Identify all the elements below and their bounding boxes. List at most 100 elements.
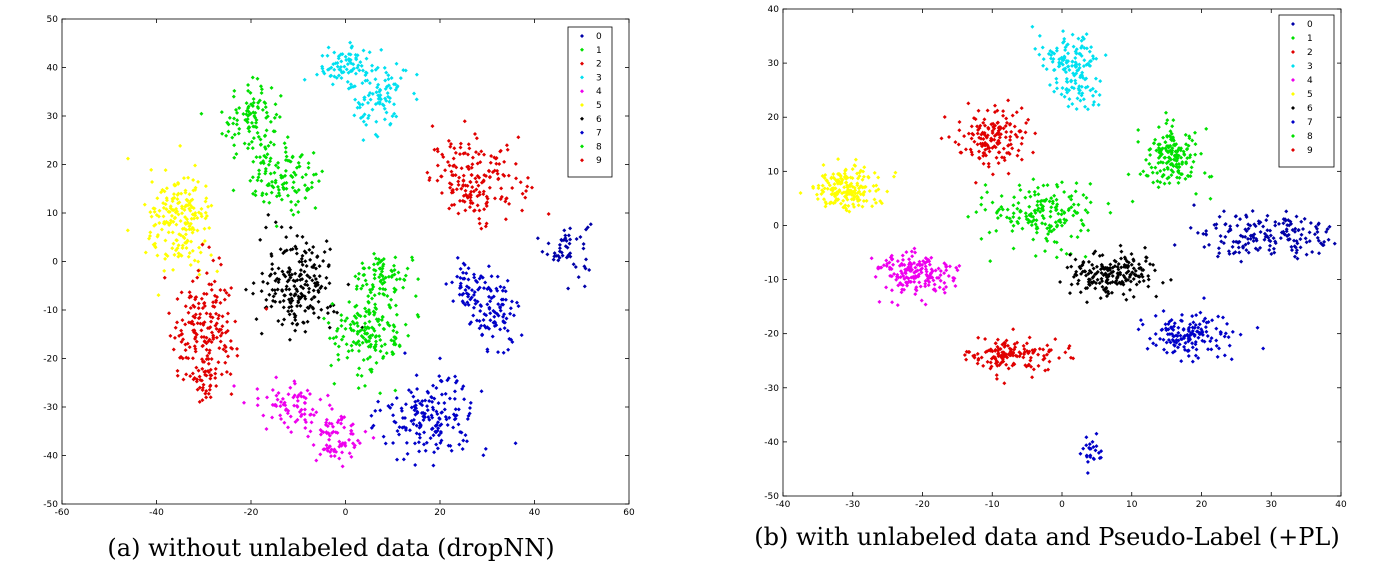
scatter-point <box>1074 51 1079 56</box>
scatter-point <box>325 393 330 398</box>
scatter-point <box>1154 148 1159 153</box>
scatter-point <box>1074 181 1079 186</box>
scatter-point <box>502 159 507 164</box>
scatter-point <box>224 370 229 375</box>
scatter-point <box>1096 450 1101 455</box>
scatter-point <box>1074 269 1079 274</box>
scatter-point <box>397 425 402 430</box>
scatter-point <box>894 277 899 282</box>
scatter-point <box>852 185 857 190</box>
scatter-point <box>1287 223 1292 228</box>
scatter-point <box>867 188 872 193</box>
scatter-point <box>337 439 342 444</box>
scatter-point <box>455 274 460 279</box>
scatter-point <box>420 399 425 404</box>
scatter-point <box>469 165 474 170</box>
scatter-point <box>811 186 816 191</box>
scatter-point <box>871 184 876 189</box>
scatter-point <box>1163 322 1168 327</box>
scatter-point <box>401 68 406 73</box>
legend-marker <box>580 75 584 80</box>
scatter-point <box>565 245 570 250</box>
scatter-point <box>476 152 481 157</box>
scatter-point <box>229 392 234 397</box>
scatter-point <box>180 246 185 251</box>
scatter-point <box>1108 210 1113 215</box>
scatter-point <box>1258 245 1263 250</box>
scatter-point <box>170 230 175 235</box>
scatter-point <box>377 100 382 105</box>
scatter-point <box>1069 194 1074 199</box>
scatter-point <box>563 233 568 238</box>
scatter-point <box>1086 228 1091 233</box>
scatter-point <box>223 360 228 365</box>
scatter-point <box>453 407 458 412</box>
scatter-point <box>336 344 341 349</box>
scatter-point <box>336 54 341 59</box>
scatter-point <box>276 187 281 192</box>
legend-label: 0 <box>596 32 602 42</box>
scatter-point <box>203 184 208 189</box>
scatter-point <box>1087 442 1092 447</box>
scatter-point <box>125 228 130 233</box>
scatter-point <box>251 110 256 115</box>
scatter-point <box>1064 76 1069 81</box>
scatter-point <box>192 258 197 263</box>
scatter-point <box>232 132 237 137</box>
scatter-point <box>1071 202 1076 207</box>
scatter-point <box>190 212 195 217</box>
scatter-point <box>1078 266 1083 271</box>
scatter-point <box>957 128 962 133</box>
scatter-point <box>347 59 352 64</box>
scatter-point <box>477 190 482 195</box>
scatter-point <box>375 65 380 70</box>
scatter-point <box>823 200 828 205</box>
scatter-point <box>393 303 398 308</box>
scatter-point <box>384 351 389 356</box>
scatter-point <box>1248 236 1253 241</box>
scatter-point <box>190 225 195 230</box>
scatter-point <box>1074 64 1079 69</box>
scatter-point <box>381 257 386 262</box>
scatter-point <box>519 333 524 338</box>
scatter-point <box>327 281 332 286</box>
scatter-point <box>944 264 949 269</box>
scatter-point <box>1250 233 1255 238</box>
scatter-point <box>324 420 329 425</box>
scatter-point <box>1074 106 1079 111</box>
scatter-point <box>1040 206 1045 211</box>
scatter-point <box>305 273 310 278</box>
scatter-point <box>174 238 179 243</box>
scatter-point <box>351 84 356 89</box>
scatter-point <box>844 180 849 185</box>
scatter-point <box>1325 227 1330 232</box>
scatter-point <box>843 168 848 173</box>
scatter-point <box>355 438 360 443</box>
series-9 <box>162 242 269 404</box>
scatter-point <box>279 197 284 202</box>
scatter-point <box>1006 366 1011 371</box>
scatter-point <box>218 339 223 344</box>
scatter-point <box>1105 268 1110 273</box>
scatter-point <box>377 275 382 280</box>
scatter-point <box>263 169 268 174</box>
scatter-point <box>1164 121 1169 126</box>
scatter-point <box>152 209 157 214</box>
scatter-point <box>1065 64 1070 69</box>
scatter-point <box>1261 224 1266 229</box>
scatter-point <box>164 219 169 224</box>
scatter-point <box>254 317 259 322</box>
scatter-point <box>364 326 369 331</box>
scatter-point <box>458 145 463 150</box>
scatter-point <box>475 280 480 285</box>
scatter-point <box>858 192 863 197</box>
scatter-point <box>298 268 303 273</box>
scatter-point <box>1132 272 1137 277</box>
scatter-point <box>381 287 386 292</box>
scatter-point <box>188 262 193 267</box>
scatter-point <box>841 205 846 210</box>
scatter-point <box>1016 221 1021 226</box>
scatter-point <box>1091 93 1096 98</box>
scatter-point <box>257 98 262 103</box>
scatter-point <box>568 237 573 242</box>
